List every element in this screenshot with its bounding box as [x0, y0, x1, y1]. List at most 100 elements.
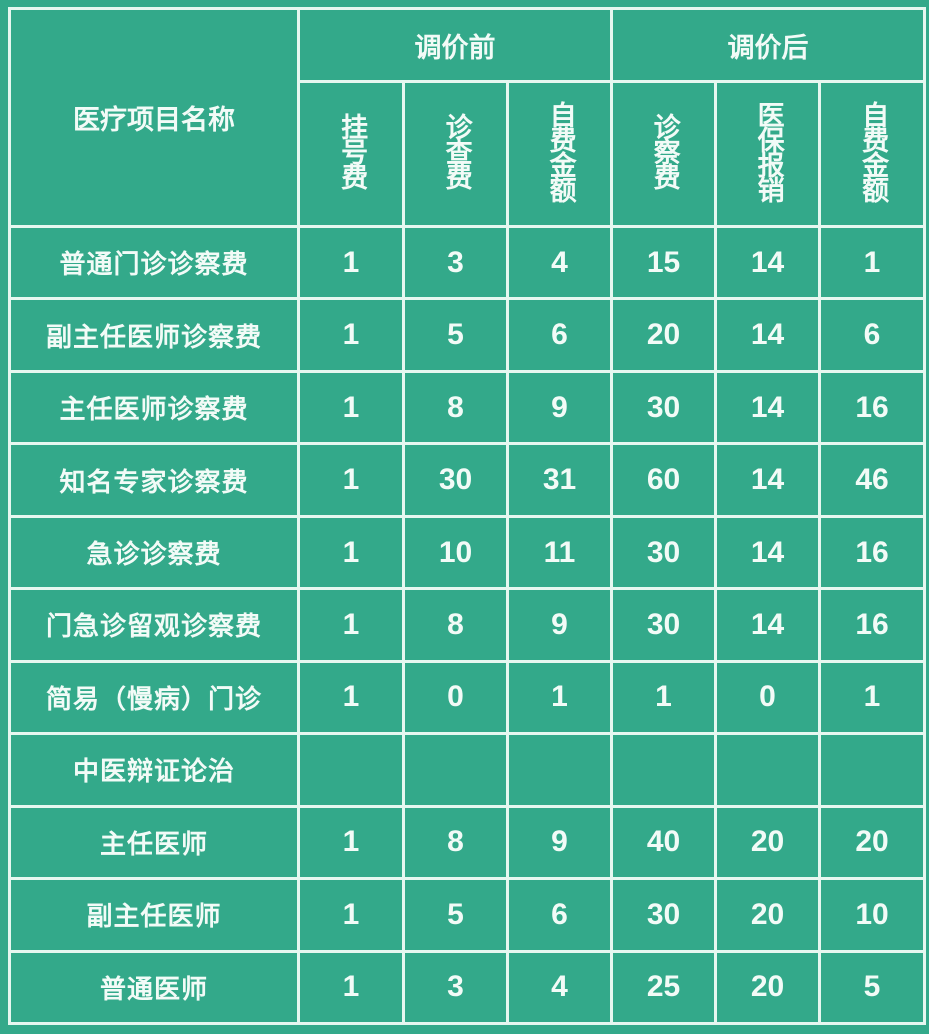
fee-cell: 40 [610, 804, 717, 881]
fee-cell: 14 [714, 587, 821, 663]
item-name: 门急诊留观诊察费 [8, 587, 300, 663]
before-adjustment-header: 调价前 [297, 7, 613, 83]
fee-cell [818, 732, 926, 808]
fee-cell: 20 [714, 877, 821, 953]
table-row: 普通医师 1 3 4 25 20 5 [8, 949, 926, 1026]
fee-cell: 30 [610, 514, 717, 591]
fee-cell: 6 [506, 297, 613, 373]
fee-cell: 15 [610, 224, 717, 301]
fee-cell: 1 [297, 949, 405, 1026]
fee-cell: 16 [818, 514, 926, 591]
sub-header-label: 挂号费 [336, 113, 368, 188]
fee-cell: 20 [714, 804, 821, 881]
sub-header-0: 挂号费 [297, 80, 405, 228]
fee-cell: 30 [610, 877, 717, 953]
item-name: 副主任医师诊察费 [8, 297, 300, 373]
item-name: 普通门诊诊察费 [8, 224, 300, 301]
fee-cell [402, 732, 509, 808]
fee-cell: 1 [297, 442, 405, 518]
item-name-header: 医疗项目名称 [8, 7, 300, 228]
fee-cell: 11 [506, 514, 613, 591]
fee-cell: 14 [714, 369, 821, 446]
fee-cell: 1 [297, 877, 405, 953]
fee-cell [714, 732, 821, 808]
table-row: 知名专家诊察费 1 30 31 60 14 46 [8, 442, 926, 518]
fee-cell [506, 732, 613, 808]
fee-cell [610, 732, 717, 808]
fee-cell: 6 [506, 877, 613, 953]
after-adjustment-header: 调价后 [610, 7, 926, 83]
fee-cell: 1 [297, 804, 405, 881]
sub-header-label: 诊查费 [440, 113, 472, 188]
fee-cell: 0 [714, 659, 821, 736]
fee-cell: 14 [714, 224, 821, 301]
fee-cell: 1 [610, 659, 717, 736]
fee-cell: 25 [610, 949, 717, 1026]
fee-cell: 14 [714, 297, 821, 373]
fee-comparison-table: 医疗项目名称 调价前 调价后 挂号费 诊查费 自费金额 诊察费 医保报销 自费金额 普通门… [8, 7, 926, 1026]
fee-cell: 1 [818, 224, 926, 301]
fee-cell: 1 [297, 659, 405, 736]
table-row: 主任医师诊察费 1 8 9 30 14 16 [8, 369, 926, 446]
fee-cell: 30 [610, 587, 717, 663]
fee-cell [297, 732, 405, 808]
sub-header-4: 医保报销 [714, 80, 821, 228]
table-row: 普通门诊诊察费 1 3 4 15 14 1 [8, 224, 926, 301]
fee-cell: 30 [610, 369, 717, 446]
fee-cell: 3 [402, 224, 509, 301]
fee-cell: 20 [818, 804, 926, 881]
sub-header-label: 诊察费 [648, 113, 680, 188]
item-name: 知名专家诊察费 [8, 442, 300, 518]
fee-cell: 5 [818, 949, 926, 1026]
item-name: 副主任医师 [8, 877, 300, 953]
fee-cell: 16 [818, 587, 926, 663]
fee-cell: 4 [506, 949, 613, 1026]
fee-cell: 1 [818, 659, 926, 736]
fee-cell: 1 [297, 369, 405, 446]
fee-cell: 1 [297, 514, 405, 591]
fee-cell: 1 [297, 224, 405, 301]
fee-cell: 8 [402, 369, 509, 446]
item-name: 中医辩证论治 [8, 732, 300, 808]
fee-cell: 9 [506, 587, 613, 663]
fee-cell: 0 [402, 659, 509, 736]
sub-header-1: 诊查费 [402, 80, 509, 228]
fee-cell: 8 [402, 804, 509, 881]
fee-cell: 1 [506, 659, 613, 736]
fee-cell: 46 [818, 442, 926, 518]
table-row: 副主任医师诊察费 1 5 6 20 14 6 [8, 297, 926, 373]
fee-cell: 1 [297, 587, 405, 663]
item-name: 简易（慢病）门诊 [8, 659, 300, 736]
fee-cell: 6 [818, 297, 926, 373]
fee-cell: 20 [610, 297, 717, 373]
table-row: 门急诊留观诊察费 1 8 9 30 14 16 [8, 587, 926, 663]
fee-cell: 3 [402, 949, 509, 1026]
fee-cell: 1 [297, 297, 405, 373]
sub-header-2: 自费金额 [506, 80, 613, 228]
fee-cell: 5 [402, 297, 509, 373]
table-row: 急诊诊察费 1 10 11 30 14 16 [8, 514, 926, 591]
item-name: 急诊诊察费 [8, 514, 300, 591]
item-name: 普通医师 [8, 949, 300, 1026]
fee-cell: 60 [610, 442, 717, 518]
fee-cell: 10 [402, 514, 509, 591]
fee-cell: 10 [818, 877, 926, 953]
fee-cell: 16 [818, 369, 926, 446]
table-row: 简易（慢病）门诊 1 0 1 1 0 1 [8, 659, 926, 736]
sub-header-5: 自费金额 [818, 80, 926, 228]
sub-header-label: 自费金额 [857, 100, 889, 201]
fee-cell: 20 [714, 949, 821, 1026]
fee-cell: 14 [714, 442, 821, 518]
sub-header-label: 自费金额 [544, 100, 576, 201]
table-row: 副主任医师 1 5 6 30 20 10 [8, 877, 926, 953]
fee-cell: 9 [506, 804, 613, 881]
fee-cell: 5 [402, 877, 509, 953]
item-name: 主任医师诊察费 [8, 369, 300, 446]
fee-cell: 31 [506, 442, 613, 518]
fee-cell: 8 [402, 587, 509, 663]
fee-cell: 30 [402, 442, 509, 518]
item-name: 主任医师 [8, 804, 300, 881]
fee-cell: 4 [506, 224, 613, 301]
fee-cell: 9 [506, 369, 613, 446]
sub-header-3: 诊察费 [610, 80, 717, 228]
